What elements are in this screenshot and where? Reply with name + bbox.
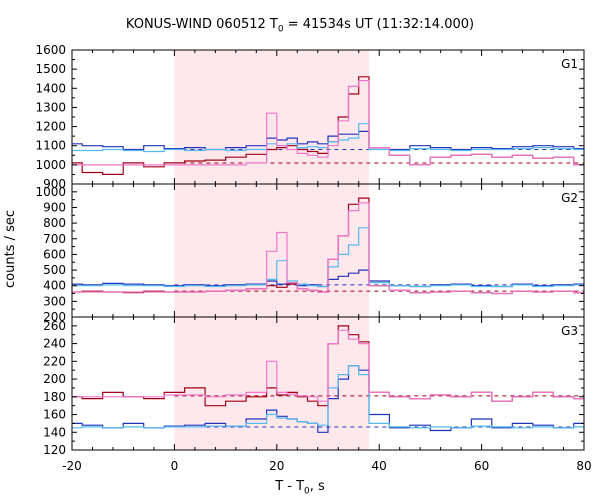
shade-interval-g2 (174, 184, 369, 317)
series-g3-lightblue (72, 365, 584, 429)
panel-frame-g3 (71, 316, 585, 451)
y-tick-label-g1: 1500 (35, 62, 66, 76)
chart-title: KONUS-WIND 060512 T0 = 41534s UT (11:32:… (0, 17, 600, 35)
x-tick-label: 20 (269, 459, 284, 473)
x-axis-label: T - T0, s (0, 479, 600, 497)
y-tick-label-g1: 1100 (35, 139, 66, 153)
x-axis-label-sub: 0 (304, 486, 310, 497)
x-tick-label: -20 (62, 459, 82, 473)
y-tick-label-g1: 1300 (35, 100, 66, 114)
x-tick-label: 60 (474, 459, 489, 473)
y-tick-label-g2: 400 (43, 279, 66, 293)
y-tick-label-g2: 800 (43, 216, 66, 230)
x-tick-label: 40 (372, 459, 387, 473)
y-tick-label-g2: 300 (43, 294, 66, 308)
y-tick-label-g3: 260 (43, 319, 66, 333)
series-g2-pink (72, 202, 584, 295)
y-tick-label-g3: 160 (43, 408, 66, 422)
y-tick-label-g1: 1400 (35, 81, 66, 95)
title-suffix: = 41534s UT (11:32:14.000) (283, 17, 475, 32)
y-tick-label-g1: 1600 (35, 43, 66, 57)
y-tick-label-g3: 180 (43, 390, 66, 404)
y-tick-label-g2: 200 (43, 310, 66, 324)
y-tick-label-g1: 1200 (35, 120, 66, 134)
x-tick-label: 0 (171, 459, 179, 473)
series-g3-pink (72, 329, 584, 402)
title-sub: 0 (277, 24, 284, 35)
x-axis-label-prefix: T - T (275, 479, 305, 494)
y-axis-label: counts / sec (3, 209, 18, 288)
title-prefix: KONUS-WIND 060512 T (125, 17, 278, 32)
y-tick-label-g1: 1000 (35, 158, 66, 172)
y-tick-label-g3: 200 (43, 372, 66, 386)
shade-interval-g3 (174, 317, 369, 450)
y-tick-label-g2: 600 (43, 247, 66, 261)
panel-label-g1: G1 (561, 57, 578, 71)
y-tick-label-g2: 1000 (35, 185, 66, 199)
y-tick-label-g2: 700 (43, 232, 66, 246)
y-tick-label-g2: 500 (43, 263, 66, 277)
y-tick-label-g3: 220 (43, 354, 66, 368)
panel-label-g3: G3 (561, 324, 578, 338)
y-tick-label-g2: 900 (43, 200, 66, 214)
x-tick-label: 80 (576, 459, 591, 473)
y-tick-label-g1: 900 (43, 177, 66, 191)
panel-label-g2: G2 (561, 191, 578, 205)
x-axis-label-suffix: , s (309, 479, 325, 494)
y-tick-label-g3: 240 (43, 337, 66, 351)
series-g1-pink (72, 80, 584, 166)
y-tick-label-g3: 120 (43, 443, 66, 457)
shade-interval-g1 (174, 50, 369, 184)
y-tick-label-g3: 140 (43, 425, 66, 439)
